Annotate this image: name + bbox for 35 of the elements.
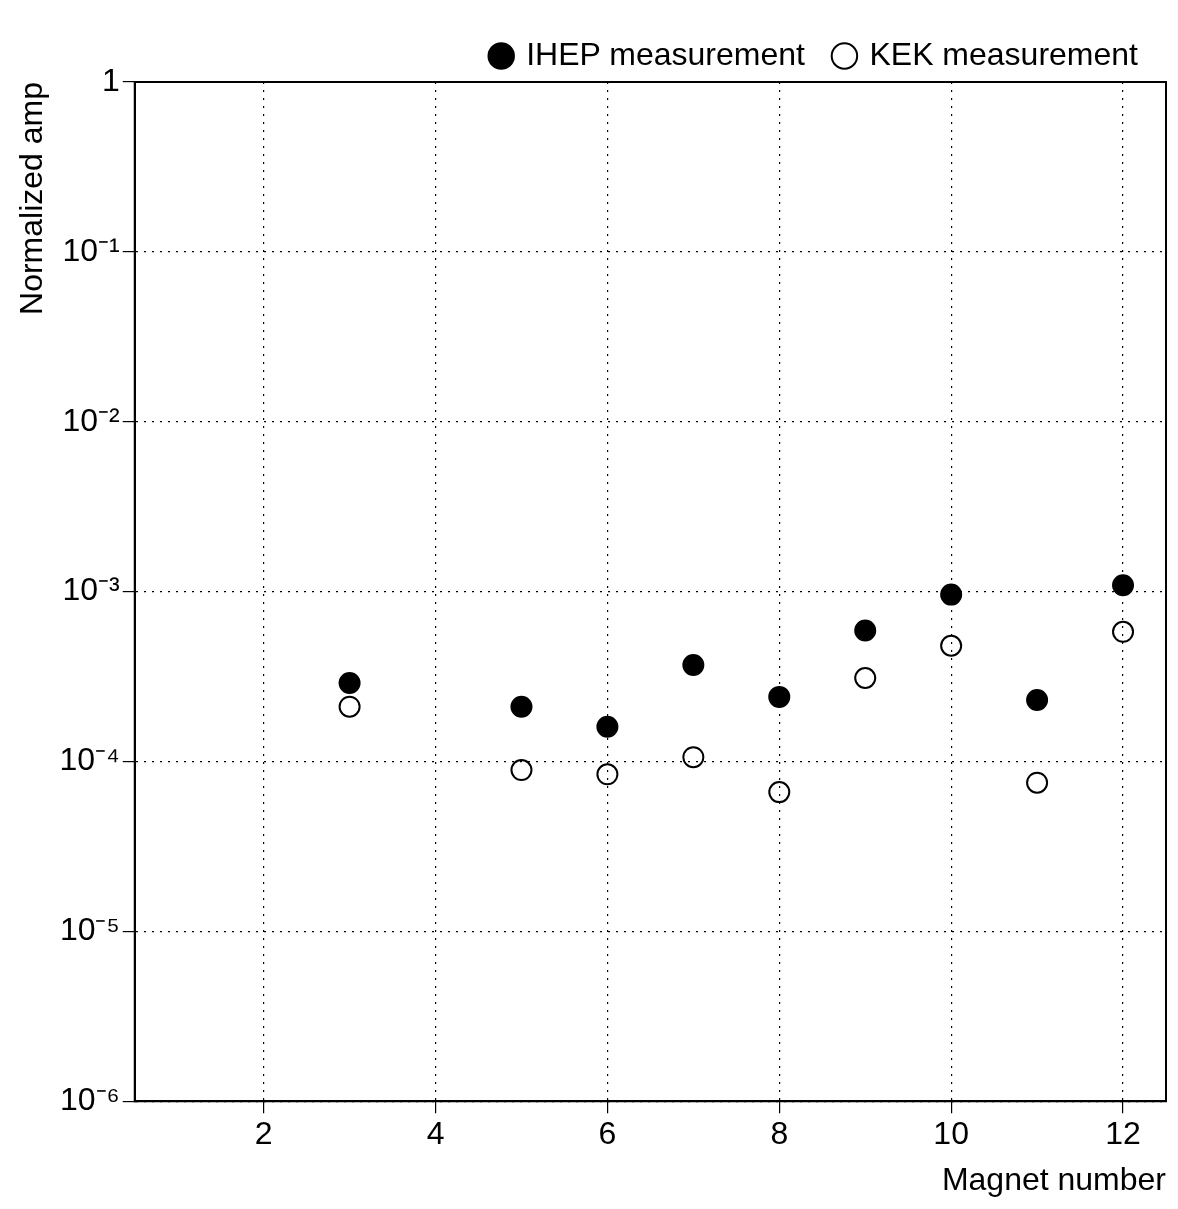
x-tick-label: 2 [254, 1115, 273, 1152]
point [1112, 574, 1135, 597]
point [768, 685, 791, 708]
x-tick-label: 4 [426, 1115, 445, 1152]
y-tick-label: 10⁻⁵ [59, 911, 120, 948]
point [940, 634, 963, 657]
point [338, 671, 361, 694]
x-tick-label: 12 [1105, 1115, 1141, 1152]
point [510, 759, 533, 782]
y-tick-label: 10⁻⁴ [59, 741, 120, 778]
point [1026, 771, 1049, 794]
x-axis-title: Magnet number [941, 1160, 1167, 1197]
x-tick-label: 8 [770, 1115, 789, 1152]
y-tick-label: 10⁻¹ [62, 231, 120, 268]
point [1112, 620, 1135, 643]
point [854, 619, 877, 642]
point [940, 583, 963, 606]
y-tick-label: 10⁻² [62, 401, 121, 438]
y-tick-label: 10⁻⁶ [59, 1081, 120, 1118]
y-tick-label: 1 [101, 61, 120, 98]
legend-label: IHEP measurement [526, 35, 805, 72]
x-tick-label: 10 [933, 1115, 969, 1152]
point [768, 781, 791, 804]
y-axis-title: Normalized amp [13, 82, 50, 315]
y-tick-label: 10⁻³ [62, 571, 121, 608]
point [510, 695, 533, 718]
point [682, 746, 705, 769]
point [1026, 689, 1049, 712]
point [682, 653, 705, 676]
point [596, 715, 619, 738]
point [854, 667, 877, 689]
point [596, 763, 619, 786]
x-tick-label: 6 [598, 1115, 617, 1152]
legend-label: KEK measurement [869, 35, 1139, 72]
point [338, 695, 361, 718]
